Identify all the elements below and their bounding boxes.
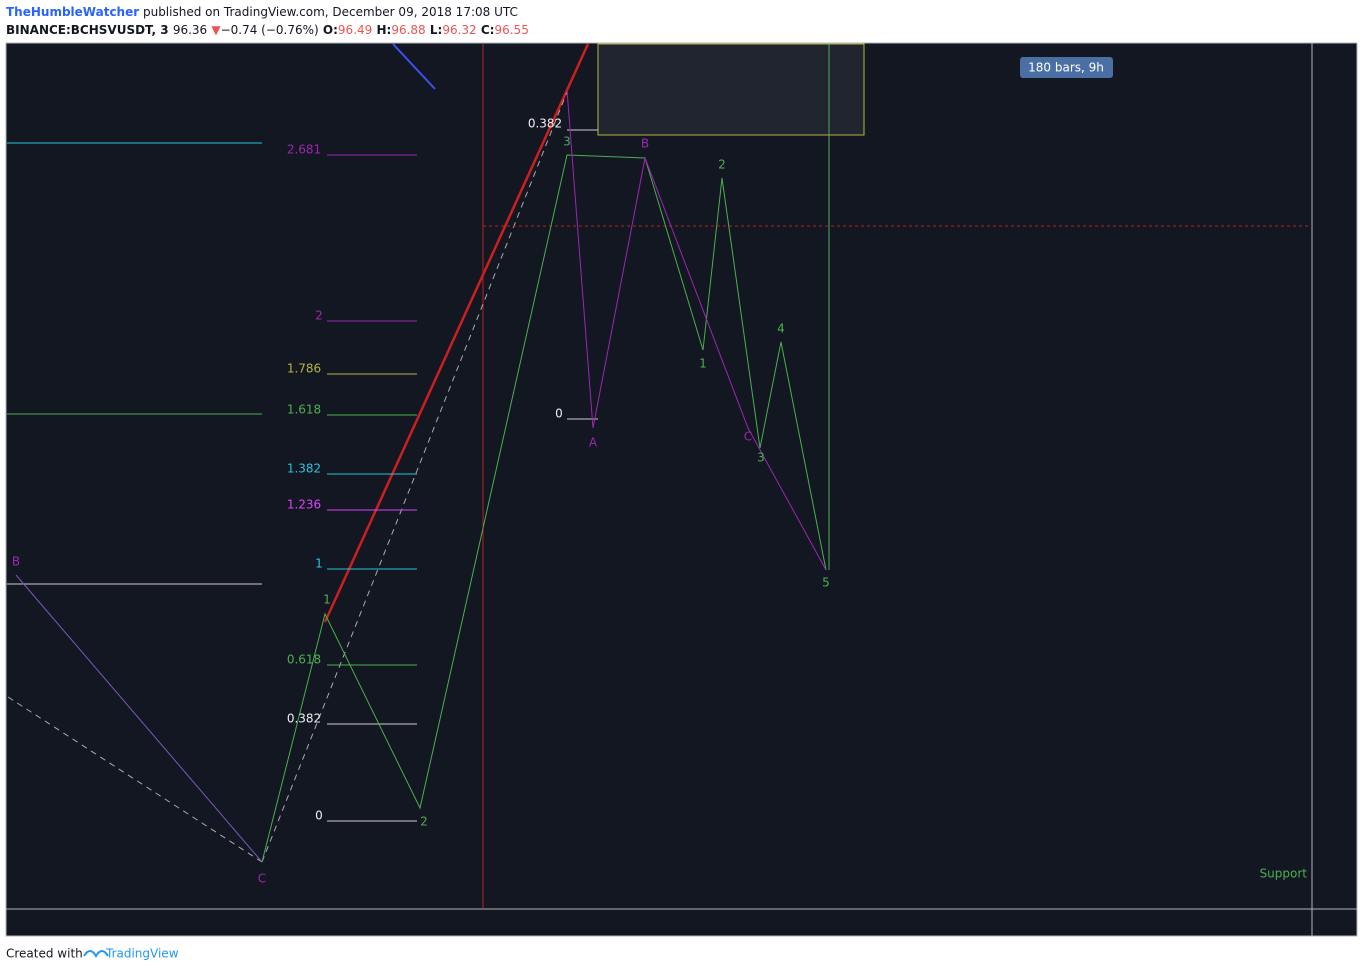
footer-created: Created with <box>6 947 83 961</box>
fib-label: 0 <box>315 809 323 823</box>
chart-bg <box>5 42 1358 937</box>
wave-label: B <box>12 555 20 569</box>
h: 96.88 <box>391 23 425 37</box>
wave-label: 4 <box>777 322 785 336</box>
wave-label: 3 <box>757 451 765 465</box>
annotations: 2.681 2 1.786 1.618 1.382 1.236 1 0.618 … <box>12 57 1307 886</box>
trend-line <box>323 43 590 623</box>
fib-label: 1.618 <box>287 403 321 417</box>
support-label: Support <box>1260 867 1308 881</box>
wave-12345 <box>261 154 827 863</box>
trend-line <box>392 43 436 90</box>
o: 96.49 <box>338 23 372 37</box>
fib-label: 0 <box>555 407 563 421</box>
h-label: H: <box>376 23 391 37</box>
fib-label: 0.618 <box>287 653 321 667</box>
wave-label: 2 <box>718 158 726 172</box>
fib-label: 2 <box>315 309 323 323</box>
author[interactable]: TheHumbleWatcher <box>6 5 139 19</box>
o-label: O: <box>323 23 338 37</box>
fib-label: 1.236 <box>287 498 321 512</box>
bars-badge: 180 bars, 9h <box>1028 61 1104 75</box>
rectangle-drawing <box>597 43 865 136</box>
l: 96.32 <box>442 23 476 37</box>
arrow: ▼ <box>211 23 221 37</box>
symbol: BINANCE:BCHSVUSDT, 3 <box>6 23 169 37</box>
l-label: L: <box>430 23 442 37</box>
wave-label: C <box>744 430 752 444</box>
published: published on TradingView.com, December 0… <box>139 5 518 19</box>
header-line-2: BINANCE:BCHSVUSDT, 3 96.36 ▼−0.74 (−0.76… <box>6 23 529 37</box>
header-line-1: TheHumbleWatcher published on TradingVie… <box>6 5 518 19</box>
wave-label: A <box>589 436 598 450</box>
wave-label: 5 <box>822 576 830 590</box>
wave-label: 2 <box>420 815 428 829</box>
wave-label: 3 <box>563 135 571 149</box>
c: 96.55 <box>494 23 528 37</box>
logo <box>83 950 109 958</box>
fib-label: 1.382 <box>287 462 321 476</box>
fib-label: 1.786 <box>287 362 321 376</box>
c-label: C: <box>481 23 495 37</box>
fib-label: 0.382 <box>287 712 321 726</box>
last: 96.36 <box>173 23 207 37</box>
wave-abc <box>566 89 827 571</box>
fib-label: 0.382 <box>528 117 562 131</box>
drawings <box>7 43 1312 908</box>
wave-label: 1 <box>323 593 331 607</box>
change: −0.74 (−0.76%) <box>221 23 319 37</box>
wave-abc <box>15 574 263 863</box>
wave-label: B <box>641 137 649 151</box>
fib-label: 2.681 <box>287 143 321 157</box>
fib-label: 1 <box>315 557 323 571</box>
footer-brand[interactable]: TradingView <box>105 947 179 961</box>
badge-bg <box>1020 57 1113 78</box>
wave-label: 1 <box>699 357 707 371</box>
wave-label: C <box>258 872 266 886</box>
